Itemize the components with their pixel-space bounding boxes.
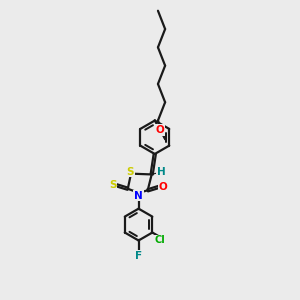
- Text: S: S: [126, 167, 134, 177]
- Text: H: H: [157, 167, 166, 177]
- Text: Cl: Cl: [155, 236, 166, 245]
- Text: F: F: [135, 250, 142, 261]
- Text: O: O: [156, 125, 164, 135]
- Text: S: S: [109, 180, 117, 190]
- Text: N: N: [134, 190, 143, 200]
- Text: O: O: [159, 182, 167, 192]
